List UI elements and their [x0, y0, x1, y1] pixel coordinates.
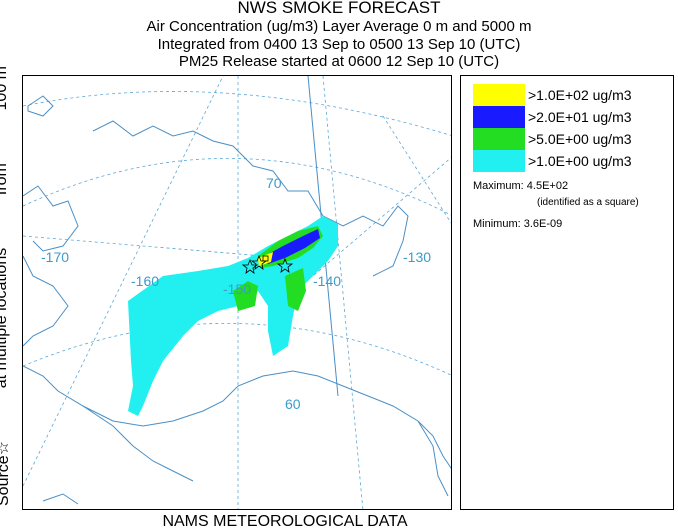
legend-label: >1.0E+02 ug/m3: [528, 87, 632, 103]
met-data-footer: NAMS METEOROLOGICAL DATA: [162, 513, 408, 530]
gulf-coast: [23, 365, 451, 469]
west-coast-north: [23, 185, 79, 252]
peninsula-coast: [82, 405, 194, 482]
lat-label: 70: [266, 175, 282, 191]
maximum-square: [262, 255, 269, 262]
parallel-70: [23, 158, 451, 216]
meridian-160: [23, 76, 224, 487]
from-label: from: [0, 163, 10, 196]
map-canvas: -170 -160 -150 -140 -130 70 60: [23, 76, 451, 509]
legend-item: >1.0E+02 ug/m3: [473, 84, 632, 106]
legend-item: >2.0E+01 ug/m3: [473, 106, 632, 128]
legend-swatch: [473, 84, 525, 106]
panhandle-coast: [417, 420, 449, 497]
lon-label: -170: [41, 249, 69, 265]
release-info: PM25 Release started at 0600 12 Sep 10 (…: [178, 53, 500, 70]
multiple-locations-label: at multiple locations: [0, 247, 10, 389]
plume-green-west: [233, 281, 258, 311]
plume-yellow: [258, 252, 273, 266]
meridian-140-dash: [322, 76, 364, 509]
parallel-80: [23, 91, 451, 136]
meridian-120: [312, 157, 451, 277]
source-markers: [241, 254, 294, 274]
lon-label: -150: [223, 281, 251, 297]
plume-cyan: [128, 216, 338, 416]
smoke-plume: [128, 216, 338, 416]
lat-label: 60: [285, 396, 301, 412]
source-label: Source☆: [0, 440, 12, 506]
meridian-130: [382, 115, 451, 224]
smoke-map: -170 -160 -150 -140 -130 70 60: [22, 75, 452, 510]
concentration-subtitle: Air Concentration (ug/m3) Layer Average …: [146, 18, 532, 35]
maximum-value: Maximum: 4.5E+02: [473, 180, 569, 192]
graticule: [23, 76, 451, 509]
source-star: [276, 257, 294, 273]
meridian-170: [23, 235, 264, 257]
legend-swatch: [473, 128, 525, 150]
lon-label: -130: [403, 249, 431, 265]
maximum-note: (identified as a square): [537, 197, 639, 208]
legend-swatch: [473, 106, 525, 128]
legend-item: >5.0E+00 ug/m3: [473, 128, 632, 150]
legend-item: >1.0E+00 ug/m3: [473, 150, 632, 172]
height-label: 100 m: [0, 66, 10, 111]
graticule-labels: -170 -160 -150 -140 -130 70 60: [41, 175, 431, 412]
arctic-coast: [92, 120, 409, 277]
legend-label: >5.0E+00 ug/m3: [528, 131, 632, 147]
island-south: [42, 493, 79, 505]
source-side-label: Source☆ at multiple locations from 100 m: [0, 66, 13, 506]
plume-green-east: [285, 268, 306, 311]
integration-period: Integrated from 0400 13 Sep to 0500 13 S…: [157, 36, 521, 53]
lon-label: -160: [131, 273, 159, 289]
legend-swatch: [473, 150, 525, 172]
parallel-60: [23, 323, 451, 376]
coastline: [23, 95, 451, 505]
legend-label: >1.0E+00 ug/m3: [528, 153, 632, 169]
minimum-value: Minimum: 3.6E-09: [473, 218, 563, 230]
west-coast-mid: [23, 255, 69, 347]
lon-label: -140: [313, 273, 341, 289]
forecast-title: NWS SMOKE FORECAST: [237, 0, 441, 17]
island-outline: [27, 95, 54, 117]
legend-label: >2.0E+01 ug/m3: [528, 109, 632, 125]
plume-blue: [261, 229, 320, 264]
legend-panel: >1.0E+02 ug/m3 >2.0E+01 ug/m3 >5.0E+00 u…: [460, 75, 674, 510]
source-star: [241, 258, 259, 274]
